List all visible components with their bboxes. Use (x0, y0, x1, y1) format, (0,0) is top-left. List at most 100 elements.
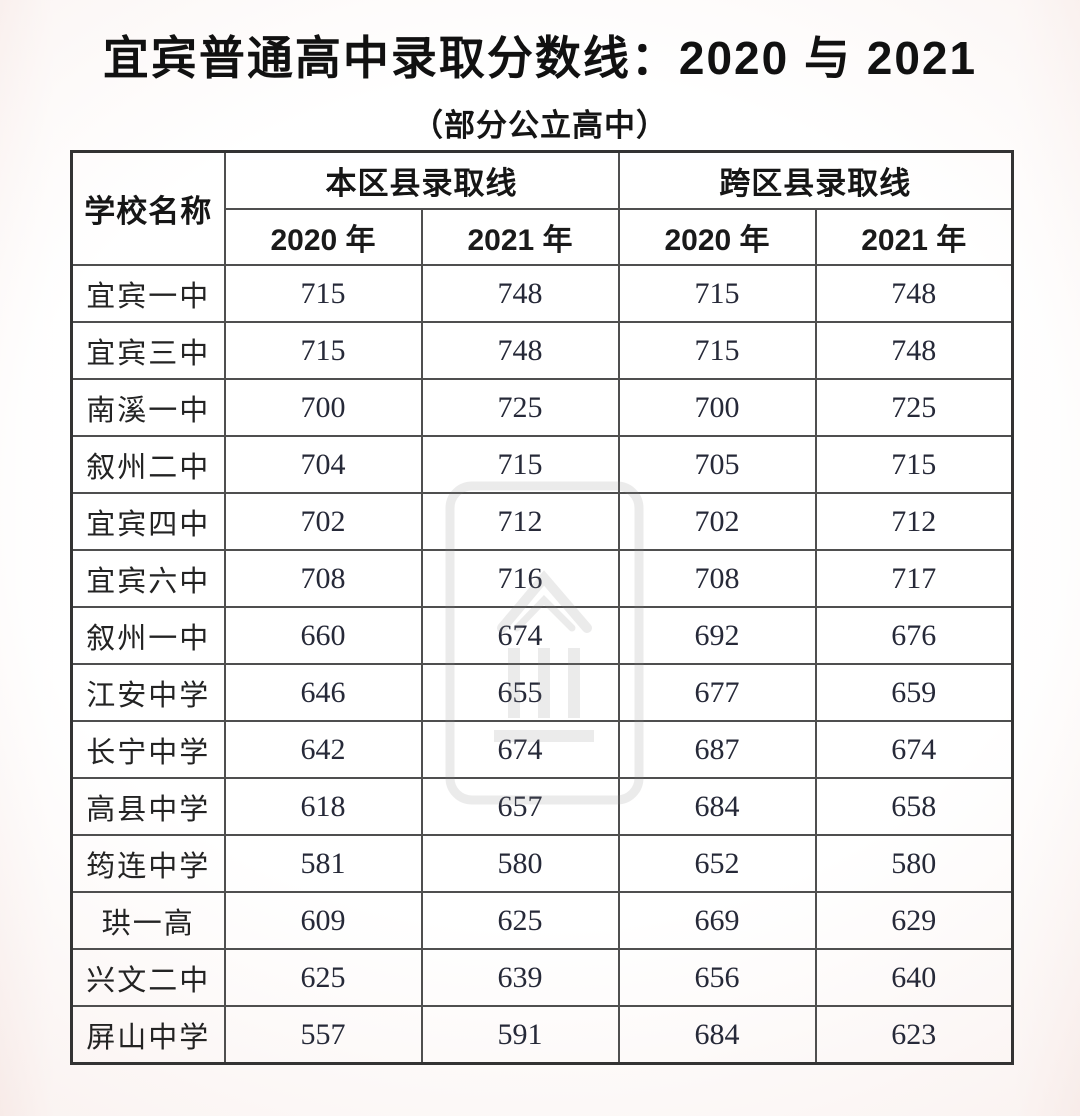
score-cell: 618 (223, 777, 423, 836)
score-cell: 702 (223, 492, 423, 551)
score-cell: 642 (223, 720, 423, 779)
score-cell: 687 (617, 720, 817, 779)
score-cell: 581 (223, 834, 423, 893)
school-name-cell: 珙一高 (70, 891, 226, 950)
score-cell: 712 (420, 492, 620, 551)
table-row: 宜宾一中 715 748 715 748 (70, 264, 1014, 323)
score-table-container: 学校名称 本区县录取线 跨区县录取线 2020 年 2021 年 2020 年 … (70, 150, 1014, 1065)
score-cell: 704 (223, 435, 423, 494)
header-group-row: 学校名称 本区县录取线 跨区县录取线 (70, 150, 1014, 266)
score-cell: 715 (814, 435, 1014, 494)
school-name-cell: 宜宾三中 (70, 321, 226, 380)
score-cell: 684 (617, 1005, 817, 1065)
score-table-header: 学校名称 本区县录取线 跨区县录取线 2020 年 2021 年 2020 年 … (70, 150, 1014, 266)
score-cell: 700 (223, 378, 423, 437)
school-name-cell: 叙州二中 (70, 435, 226, 494)
table-row: 宜宾三中 715 748 715 748 (70, 321, 1014, 380)
table-row: 兴文二中 625 639 656 640 (70, 948, 1014, 1007)
score-cell: 609 (223, 891, 423, 950)
page-title: 宜宾普通高中录取分数线：2020 与 2021 (102, 32, 978, 84)
score-cell: 716 (420, 549, 620, 608)
score-cell: 652 (617, 834, 817, 893)
score-cell: 684 (617, 777, 817, 836)
school-name-cell: 兴文二中 (70, 948, 226, 1007)
school-name-cell: 南溪一中 (70, 378, 226, 437)
score-cell: 655 (420, 663, 620, 722)
score-cell: 748 (420, 264, 620, 323)
score-cell: 657 (420, 777, 620, 836)
school-name-cell: 高县中学 (70, 777, 226, 836)
score-cell: 715 (223, 264, 423, 323)
score-cell: 725 (420, 378, 620, 437)
score-cell: 557 (223, 1005, 423, 1065)
school-name-cell: 屏山中学 (70, 1005, 226, 1065)
school-name-cell: 宜宾四中 (70, 492, 226, 551)
score-cell: 712 (814, 492, 1014, 551)
header-cross-2021: 2021 年 (814, 208, 1014, 266)
score-cell: 705 (617, 435, 817, 494)
school-name-cell: 宜宾一中 (70, 264, 226, 323)
score-cell: 625 (420, 891, 620, 950)
score-table: 学校名称 本区县录取线 跨区县录取线 2020 年 2021 年 2020 年 … (70, 150, 1014, 1065)
table-row: 宜宾六中 708 716 708 717 (70, 549, 1014, 608)
school-name-cell: 筠连中学 (70, 834, 226, 893)
score-cell: 591 (420, 1005, 620, 1065)
score-cell: 656 (617, 948, 817, 1007)
score-cell: 580 (420, 834, 620, 893)
table-row: 长宁中学 642 674 687 674 (70, 720, 1014, 779)
score-cell: 717 (814, 549, 1014, 608)
score-cell: 692 (617, 606, 817, 665)
header-year-row: 2020 年 2021 年 2020 年 2021 年 (72, 208, 1014, 266)
table-row: 叙州一中 660 674 692 676 (70, 606, 1014, 665)
score-cell: 715 (223, 321, 423, 380)
table-row: 江安中学 646 655 677 659 (70, 663, 1014, 722)
header-local-2020: 2020 年 (223, 208, 423, 266)
score-cell: 702 (617, 492, 817, 551)
header-local-district-group: 本区县录取线 (223, 150, 620, 210)
score-cell: 623 (814, 1005, 1014, 1065)
school-name-cell: 叙州一中 (70, 606, 226, 665)
score-cell: 646 (223, 663, 423, 722)
header-cross-2020: 2020 年 (617, 208, 817, 266)
table-row: 宜宾四中 702 712 702 712 (70, 492, 1014, 551)
score-cell: 674 (814, 720, 1014, 779)
score-cell: 580 (814, 834, 1014, 893)
score-cell: 674 (420, 720, 620, 779)
score-cell: 625 (223, 948, 423, 1007)
score-cell: 708 (617, 549, 817, 608)
score-cell: 748 (420, 321, 620, 380)
score-cell: 748 (814, 321, 1014, 380)
header-cross-district-group: 跨区县录取线 (617, 150, 1014, 210)
table-row: 筠连中学 581 580 652 580 (70, 834, 1014, 893)
score-cell: 659 (814, 663, 1014, 722)
table-row: 叙州二中 704 715 705 715 (70, 435, 1014, 494)
school-name-cell: 长宁中学 (70, 720, 226, 779)
school-name-cell: 江安中学 (70, 663, 226, 722)
score-cell: 748 (814, 264, 1014, 323)
table-row: 南溪一中 700 725 700 725 (70, 378, 1014, 437)
score-cell: 640 (814, 948, 1014, 1007)
score-table-body: 宜宾一中 715 748 715 748 宜宾三中 715 748 715 748 南溪一中 700 7… (70, 264, 1014, 1065)
school-name-cell: 宜宾六中 (70, 549, 226, 608)
score-cell: 725 (814, 378, 1014, 437)
score-cell: 715 (617, 321, 817, 380)
score-cell: 674 (420, 606, 620, 665)
score-cell: 700 (617, 378, 817, 437)
score-cell: 715 (617, 264, 817, 323)
score-cell: 639 (420, 948, 620, 1007)
table-row: 高县中学 618 657 684 658 (70, 777, 1014, 836)
table-row: 屏山中学 557 591 684 623 (70, 1005, 1014, 1065)
score-cell: 669 (617, 891, 817, 950)
score-cell: 708 (223, 549, 423, 608)
score-cell: 715 (420, 435, 620, 494)
score-cell: 677 (617, 663, 817, 722)
score-cell: 676 (814, 606, 1014, 665)
table-row: 珙一高 609 625 669 629 (70, 891, 1014, 950)
score-cell: 658 (814, 777, 1014, 836)
header-school-name: 学校名称 (70, 150, 226, 266)
page-subtitle: （部分公立高中） (412, 108, 668, 143)
score-cell: 660 (223, 606, 423, 665)
score-cell: 629 (814, 891, 1014, 950)
header-local-2021: 2021 年 (420, 208, 620, 266)
